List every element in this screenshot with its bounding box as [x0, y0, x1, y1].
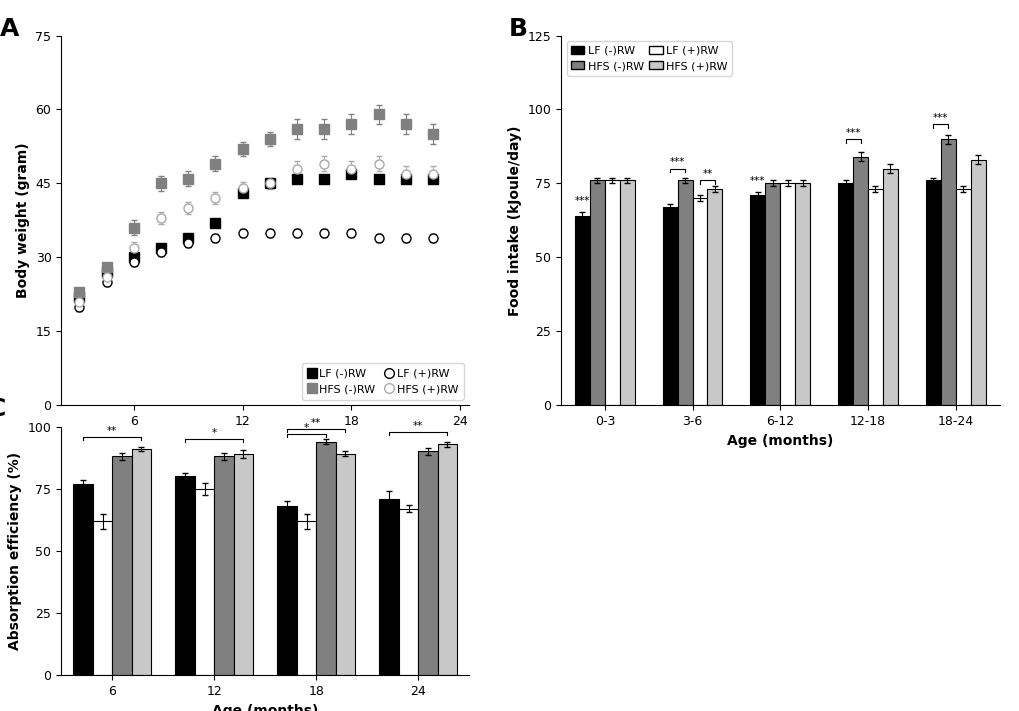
- Bar: [867, 189, 882, 405]
- Bar: [692, 198, 707, 405]
- Text: **: **: [311, 418, 321, 428]
- Text: **: **: [107, 426, 117, 436]
- Bar: [195, 489, 214, 675]
- Bar: [838, 183, 852, 405]
- Text: **: **: [413, 421, 423, 431]
- Bar: [764, 183, 780, 405]
- Bar: [940, 139, 955, 405]
- Y-axis label: Food intake (kJoule/day): Food intake (kJoule/day): [507, 125, 522, 316]
- Bar: [418, 451, 437, 675]
- Bar: [131, 449, 151, 675]
- Bar: [662, 207, 677, 405]
- Text: *: *: [304, 423, 309, 433]
- Text: A: A: [0, 17, 19, 41]
- Bar: [750, 196, 764, 405]
- Bar: [233, 454, 253, 675]
- Y-axis label: Body weight (gram): Body weight (gram): [16, 143, 30, 298]
- Bar: [575, 216, 589, 405]
- X-axis label: Age (months): Age (months): [212, 704, 318, 711]
- Legend: LF (-)RW, HFS (-)RW, LF (+)RW, HFS (+)RW: LF (-)RW, HFS (-)RW, LF (+)RW, HFS (+)RW: [566, 41, 732, 75]
- Text: **: **: [702, 169, 712, 179]
- Bar: [677, 181, 692, 405]
- Bar: [925, 181, 940, 405]
- Bar: [175, 476, 195, 675]
- Bar: [589, 181, 604, 405]
- Text: ***: ***: [932, 113, 948, 123]
- Bar: [882, 169, 897, 405]
- Bar: [795, 183, 809, 405]
- X-axis label: Age (months): Age (months): [727, 434, 833, 447]
- Bar: [780, 183, 795, 405]
- Bar: [214, 456, 233, 675]
- Text: ***: ***: [750, 176, 765, 186]
- Bar: [970, 160, 984, 405]
- Bar: [604, 181, 620, 405]
- Bar: [437, 444, 457, 675]
- Bar: [297, 521, 316, 675]
- Text: B: B: [507, 17, 527, 41]
- Bar: [73, 484, 93, 675]
- Text: *: *: [211, 428, 217, 438]
- Bar: [335, 454, 355, 675]
- Text: C: C: [0, 397, 6, 421]
- Text: ***: ***: [575, 196, 590, 205]
- Bar: [316, 442, 335, 675]
- Bar: [112, 456, 131, 675]
- Text: ***: ***: [669, 157, 685, 167]
- Bar: [620, 181, 634, 405]
- X-axis label: Age (months): Age (months): [212, 434, 318, 447]
- Bar: [955, 189, 970, 405]
- Text: ***: ***: [845, 127, 860, 138]
- Bar: [93, 521, 112, 675]
- Bar: [379, 499, 398, 675]
- Bar: [852, 157, 867, 405]
- Legend: LF (-)RW, HFS (-)RW, LF (+)RW, HFS (+)RW: LF (-)RW, HFS (-)RW, LF (+)RW, HFS (+)RW: [302, 363, 464, 400]
- Bar: [398, 509, 418, 675]
- Y-axis label: Absorption efficiency (%): Absorption efficiency (%): [8, 452, 22, 650]
- Bar: [277, 506, 297, 675]
- Bar: [707, 189, 721, 405]
